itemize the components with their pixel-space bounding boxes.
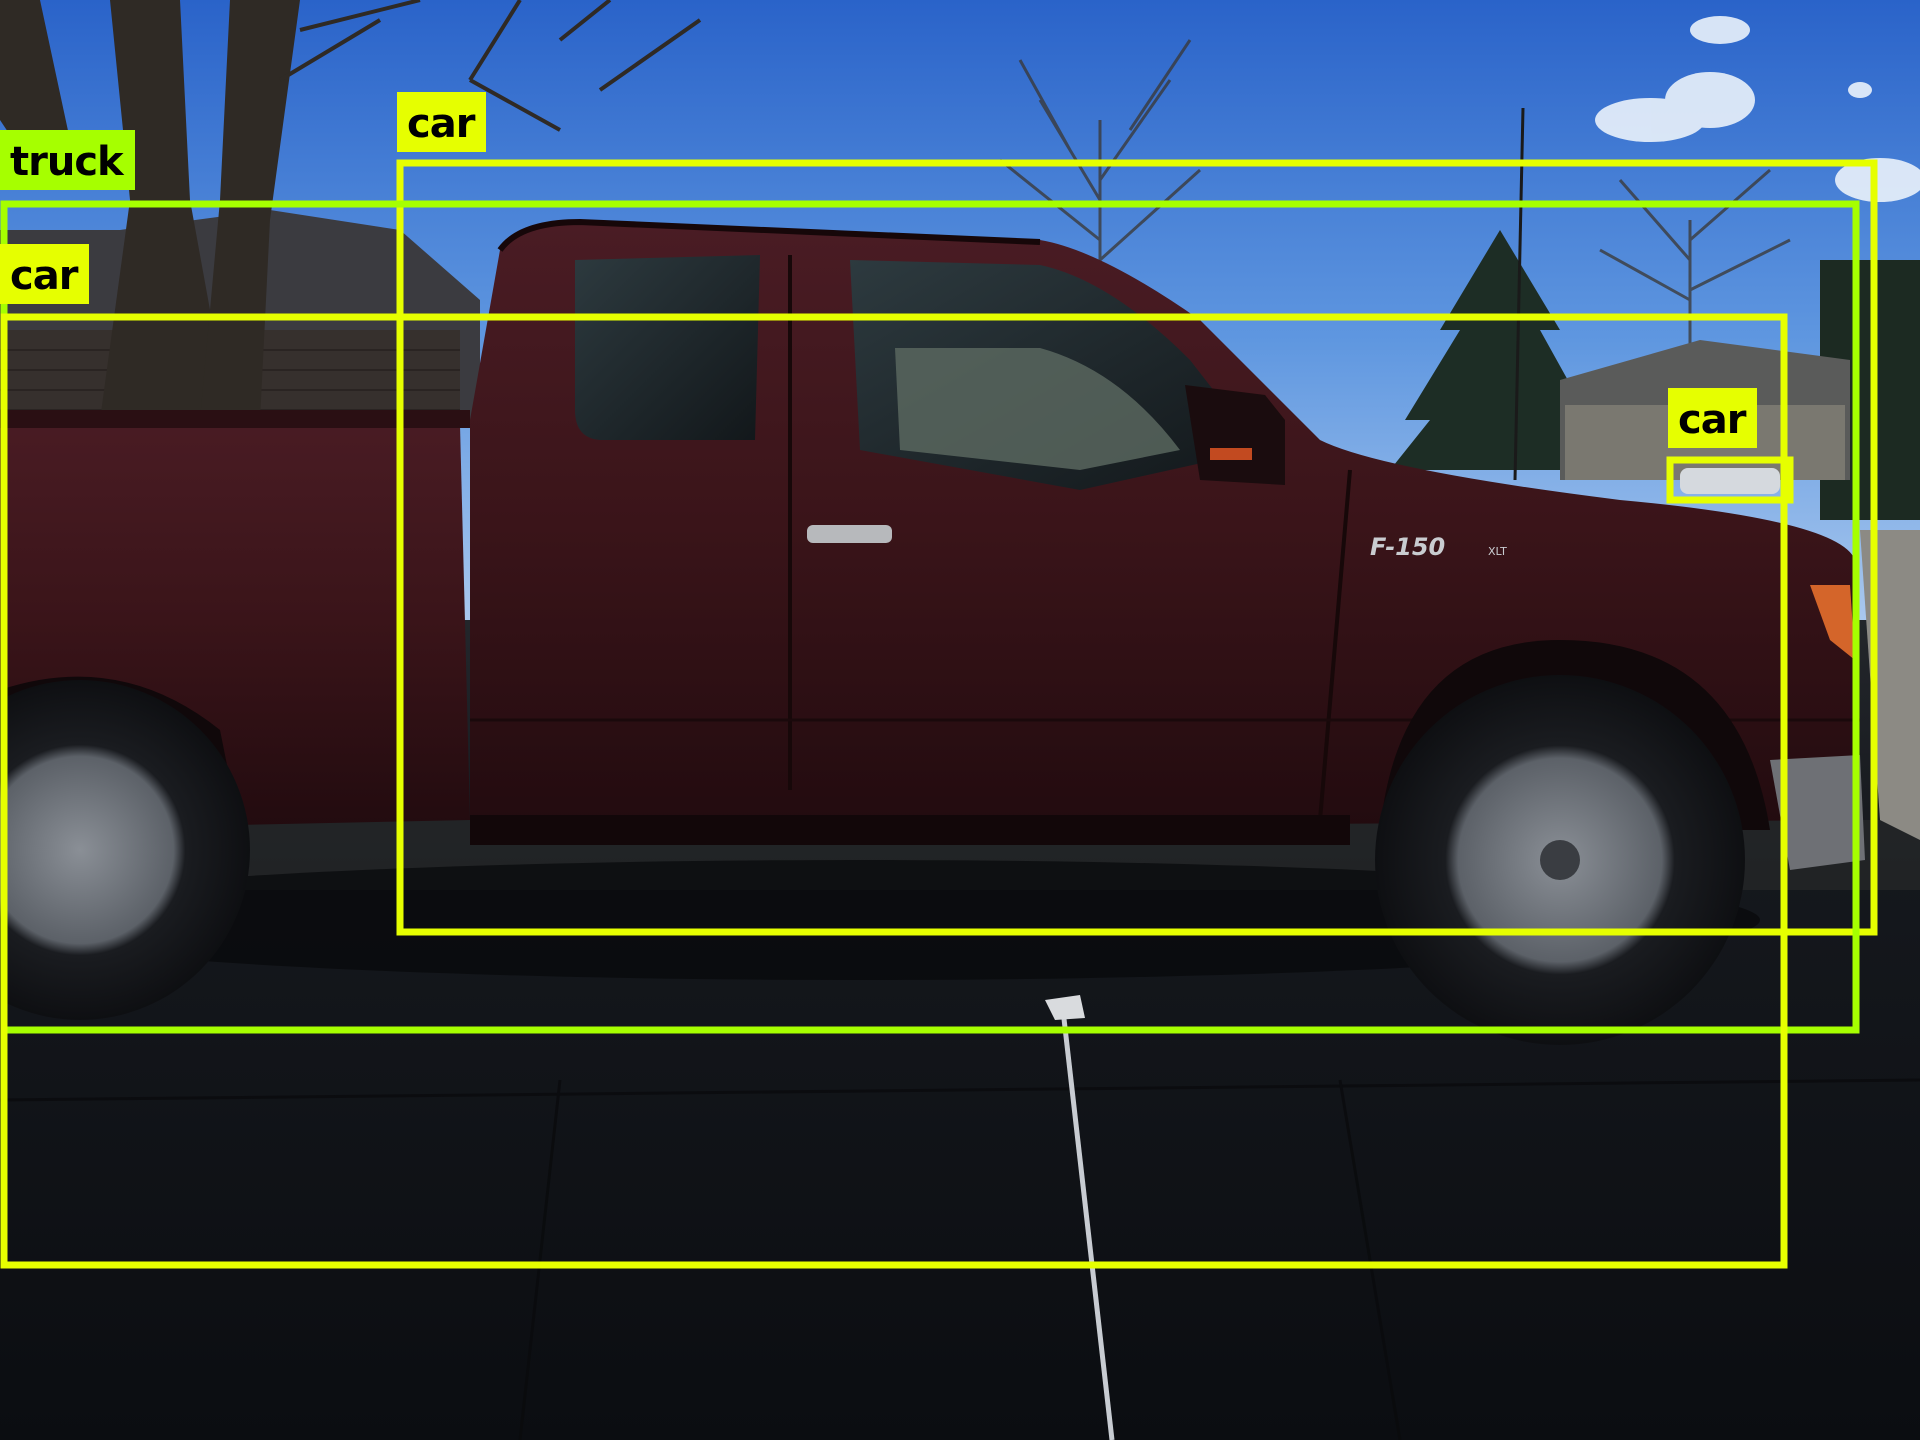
clouds xyxy=(1595,16,1920,202)
detection-box-car-main xyxy=(0,313,1788,1269)
tree-branches xyxy=(278,0,702,132)
detection-box-truck xyxy=(0,200,1860,1034)
pickup-truck: F-150 XLT xyxy=(0,218,1865,1045)
rear-wheel xyxy=(0,680,250,1020)
evergreen-tree xyxy=(1390,230,1610,470)
detection-label-truck: truck xyxy=(0,130,135,190)
antenna xyxy=(1513,107,1525,481)
pavement-joints xyxy=(0,1078,1920,1440)
detection-box-car-small xyxy=(1666,456,1794,504)
detection-label-car-small: car xyxy=(1668,388,1758,448)
truck-badge: F-150 xyxy=(1370,533,1445,561)
truck-badge-trim: XLT xyxy=(1488,545,1507,558)
detection-label-car-large: car xyxy=(397,92,487,152)
detection-label-car-main: car xyxy=(0,244,90,304)
measuring-tape xyxy=(1060,1009,1115,1440)
detection-box-car-large xyxy=(396,159,1878,936)
distant-car xyxy=(1680,468,1780,494)
bare-trees xyxy=(999,39,1791,380)
